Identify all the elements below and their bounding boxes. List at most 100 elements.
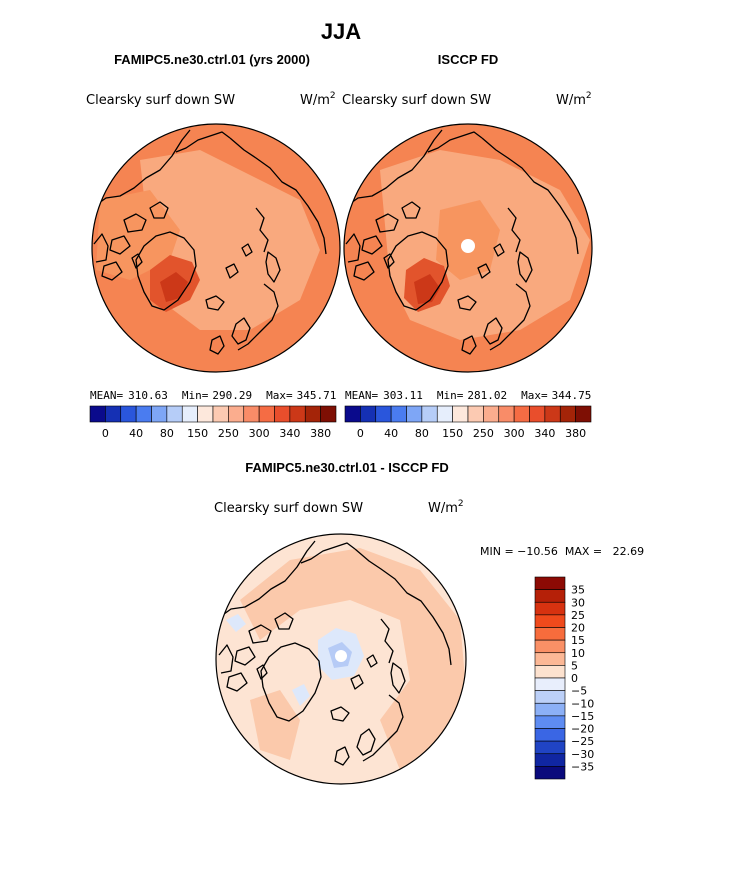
colorbar-model-swatch xyxy=(151,405,168,423)
colorbar-diff-swatch xyxy=(534,766,566,780)
map-diff-warm-band xyxy=(240,548,466,770)
colorbar-model-swatch xyxy=(304,405,321,423)
colorbar-diff-tick-label: −15 xyxy=(571,710,594,723)
colorbar-model-swatch xyxy=(89,405,106,423)
map-obs xyxy=(344,124,592,372)
colorbar-diff-tick-label: 25 xyxy=(571,609,585,622)
colorbar-diff-swatch xyxy=(534,652,566,666)
map-obs-polar-hole xyxy=(461,239,475,253)
panel-model-stats: MEAN= 310.63 Min= 290.29 Max= 345.71 xyxy=(90,389,336,402)
colorbar-model-tick-label: 250 xyxy=(218,427,239,440)
colorbar-obs-swatch xyxy=(483,405,500,423)
colorbar-diff-swatch xyxy=(534,589,566,603)
colorbar-obs-swatch xyxy=(529,405,546,423)
colorbar-obs-tick-label: 0 xyxy=(357,427,364,440)
colorbar-obs-swatch xyxy=(467,405,484,423)
colorbar-model-swatch xyxy=(228,405,245,423)
panel-obs-variable: Clearsky surf down SW xyxy=(342,93,491,108)
colorbar-diff-swatch xyxy=(534,753,566,767)
colorbar-model-swatch xyxy=(105,405,122,423)
panel-diff-units: W/m2 xyxy=(428,499,464,516)
colorbar-model-swatch xyxy=(274,405,291,423)
colorbar-diff-tick-label: 15 xyxy=(571,634,585,647)
colorbar-diff-tick-label: 0 xyxy=(571,672,578,685)
colorbar-model-tick-label: 0 xyxy=(102,427,109,440)
colorbar-obs-tick-label: 150 xyxy=(442,427,463,440)
colorbar-obs-swatch xyxy=(436,405,453,423)
colorbar-diff-swatch xyxy=(534,639,566,654)
colorbar-diff-tick-label: −25 xyxy=(571,735,594,748)
map-obs-greenland-darkest xyxy=(414,274,440,304)
colorbar-obs-tick-label: 250 xyxy=(473,427,494,440)
colorbar-diff-swatch xyxy=(534,677,566,691)
panel-model-variable: Clearsky surf down SW xyxy=(86,93,235,108)
colorbar-diff-swatch xyxy=(534,601,566,616)
colorbar-obs-swatch xyxy=(575,405,592,423)
colorbar-diff-swatch xyxy=(534,576,566,590)
colorbar-obs: 0 40 80 150 250 300 340 380 xyxy=(344,405,592,440)
colorbar-obs-swatch xyxy=(375,405,392,423)
panel-obs-stats: MEAN= 303.11 Min= 281.02 Max= 344.75 xyxy=(345,389,591,402)
panel-diff: FAMIPC5.ne30.ctrl.01 - ISCCP FD Clearsky… xyxy=(214,460,644,785)
colorbar-diff-tick-label: 20 xyxy=(571,622,585,635)
panel-obs-units: W/m2 xyxy=(556,91,592,108)
colorbar-diff-swatch xyxy=(534,715,566,729)
colorbar-obs-swatch xyxy=(421,405,438,423)
figure-title: JJA xyxy=(321,19,361,44)
colorbar-model-swatch xyxy=(320,405,337,423)
map-model-mid-band xyxy=(96,190,180,280)
colorbar-obs-swatch xyxy=(498,405,515,423)
colorbar-diff-swatch xyxy=(534,614,566,628)
colorbar-model-tick-label: 340 xyxy=(279,427,300,440)
colorbar-obs-swatch xyxy=(513,405,530,423)
colorbar-model-swatch xyxy=(243,405,260,423)
colorbar-obs-tick-label: 40 xyxy=(384,427,398,440)
colorbar-model-tick-label: 300 xyxy=(249,427,270,440)
colorbar-model: 0 40 80 150 250 300 340 380 xyxy=(89,405,337,440)
colorbar-diff-tick-label: −20 xyxy=(571,723,594,736)
colorbar-diff-tick-label: −5 xyxy=(571,685,587,698)
colorbar-obs-swatch xyxy=(559,405,576,423)
panel-model-units: W/m2 xyxy=(300,91,336,108)
map-diff-neg-west xyxy=(226,614,246,632)
colorbar-diff-swatch xyxy=(534,728,566,742)
panel-diff-variable: Clearsky surf down SW xyxy=(214,501,363,516)
colorbar-diff-swatch xyxy=(534,627,566,641)
map-diff-polar-hole xyxy=(335,650,347,662)
colorbar-model-swatch xyxy=(166,405,183,423)
colorbar-obs-swatch xyxy=(344,405,361,423)
panel-model: FAMIPC5.ne30.ctrl.01 (yrs 2000) Clearsky… xyxy=(86,52,341,373)
colorbar-diff-tick-label: 10 xyxy=(571,647,585,660)
colorbar-model-tick-label: 150 xyxy=(187,427,208,440)
colorbar-diff-tick-label: −10 xyxy=(571,697,594,710)
colorbar-diff-swatch xyxy=(534,740,566,755)
panel-obs: ISCCP FD Clearsky surf down SW W/m2 xyxy=(342,52,593,373)
panel-diff-range: MIN = −10.56 MAX = 22.69 xyxy=(480,545,644,558)
panel-diff-title: FAMIPC5.ne30.ctrl.01 - ISCCP FD xyxy=(245,460,449,475)
colorbar-obs-tick-label: 80 xyxy=(415,427,429,440)
colorbar-obs-swatch xyxy=(390,405,407,423)
colorbar-model-swatch xyxy=(120,405,137,423)
map-diff-neg-greenland xyxy=(292,684,310,706)
colorbar-diff-tick-label: −35 xyxy=(571,760,594,773)
colorbar-obs-tick-label: 300 xyxy=(504,427,525,440)
colorbar-obs-swatch xyxy=(406,405,423,423)
panel-obs-title: ISCCP FD xyxy=(438,52,498,67)
colorbar-diff-tick-label: 5 xyxy=(571,659,578,672)
colorbar-obs-tick-label: 380 xyxy=(565,427,586,440)
map-model xyxy=(92,124,340,372)
colorbar-model-swatch xyxy=(289,405,306,423)
colorbar-diff-tick-label: 30 xyxy=(571,596,585,609)
colorbar-obs-swatch xyxy=(544,405,561,423)
colorbar-diff-swatch xyxy=(534,690,566,704)
colorbar-obs-swatch xyxy=(360,405,377,423)
colorbar-obs-tick-label: 340 xyxy=(534,427,555,440)
colorbar-diff-swatch xyxy=(534,702,566,717)
map-diff-warm-band-2 xyxy=(250,690,300,760)
colorbar-obs-swatch xyxy=(452,405,469,423)
colorbar-model-swatch xyxy=(212,405,229,423)
colorbar-model-tick-label: 80 xyxy=(160,427,174,440)
map-diff xyxy=(216,534,466,784)
